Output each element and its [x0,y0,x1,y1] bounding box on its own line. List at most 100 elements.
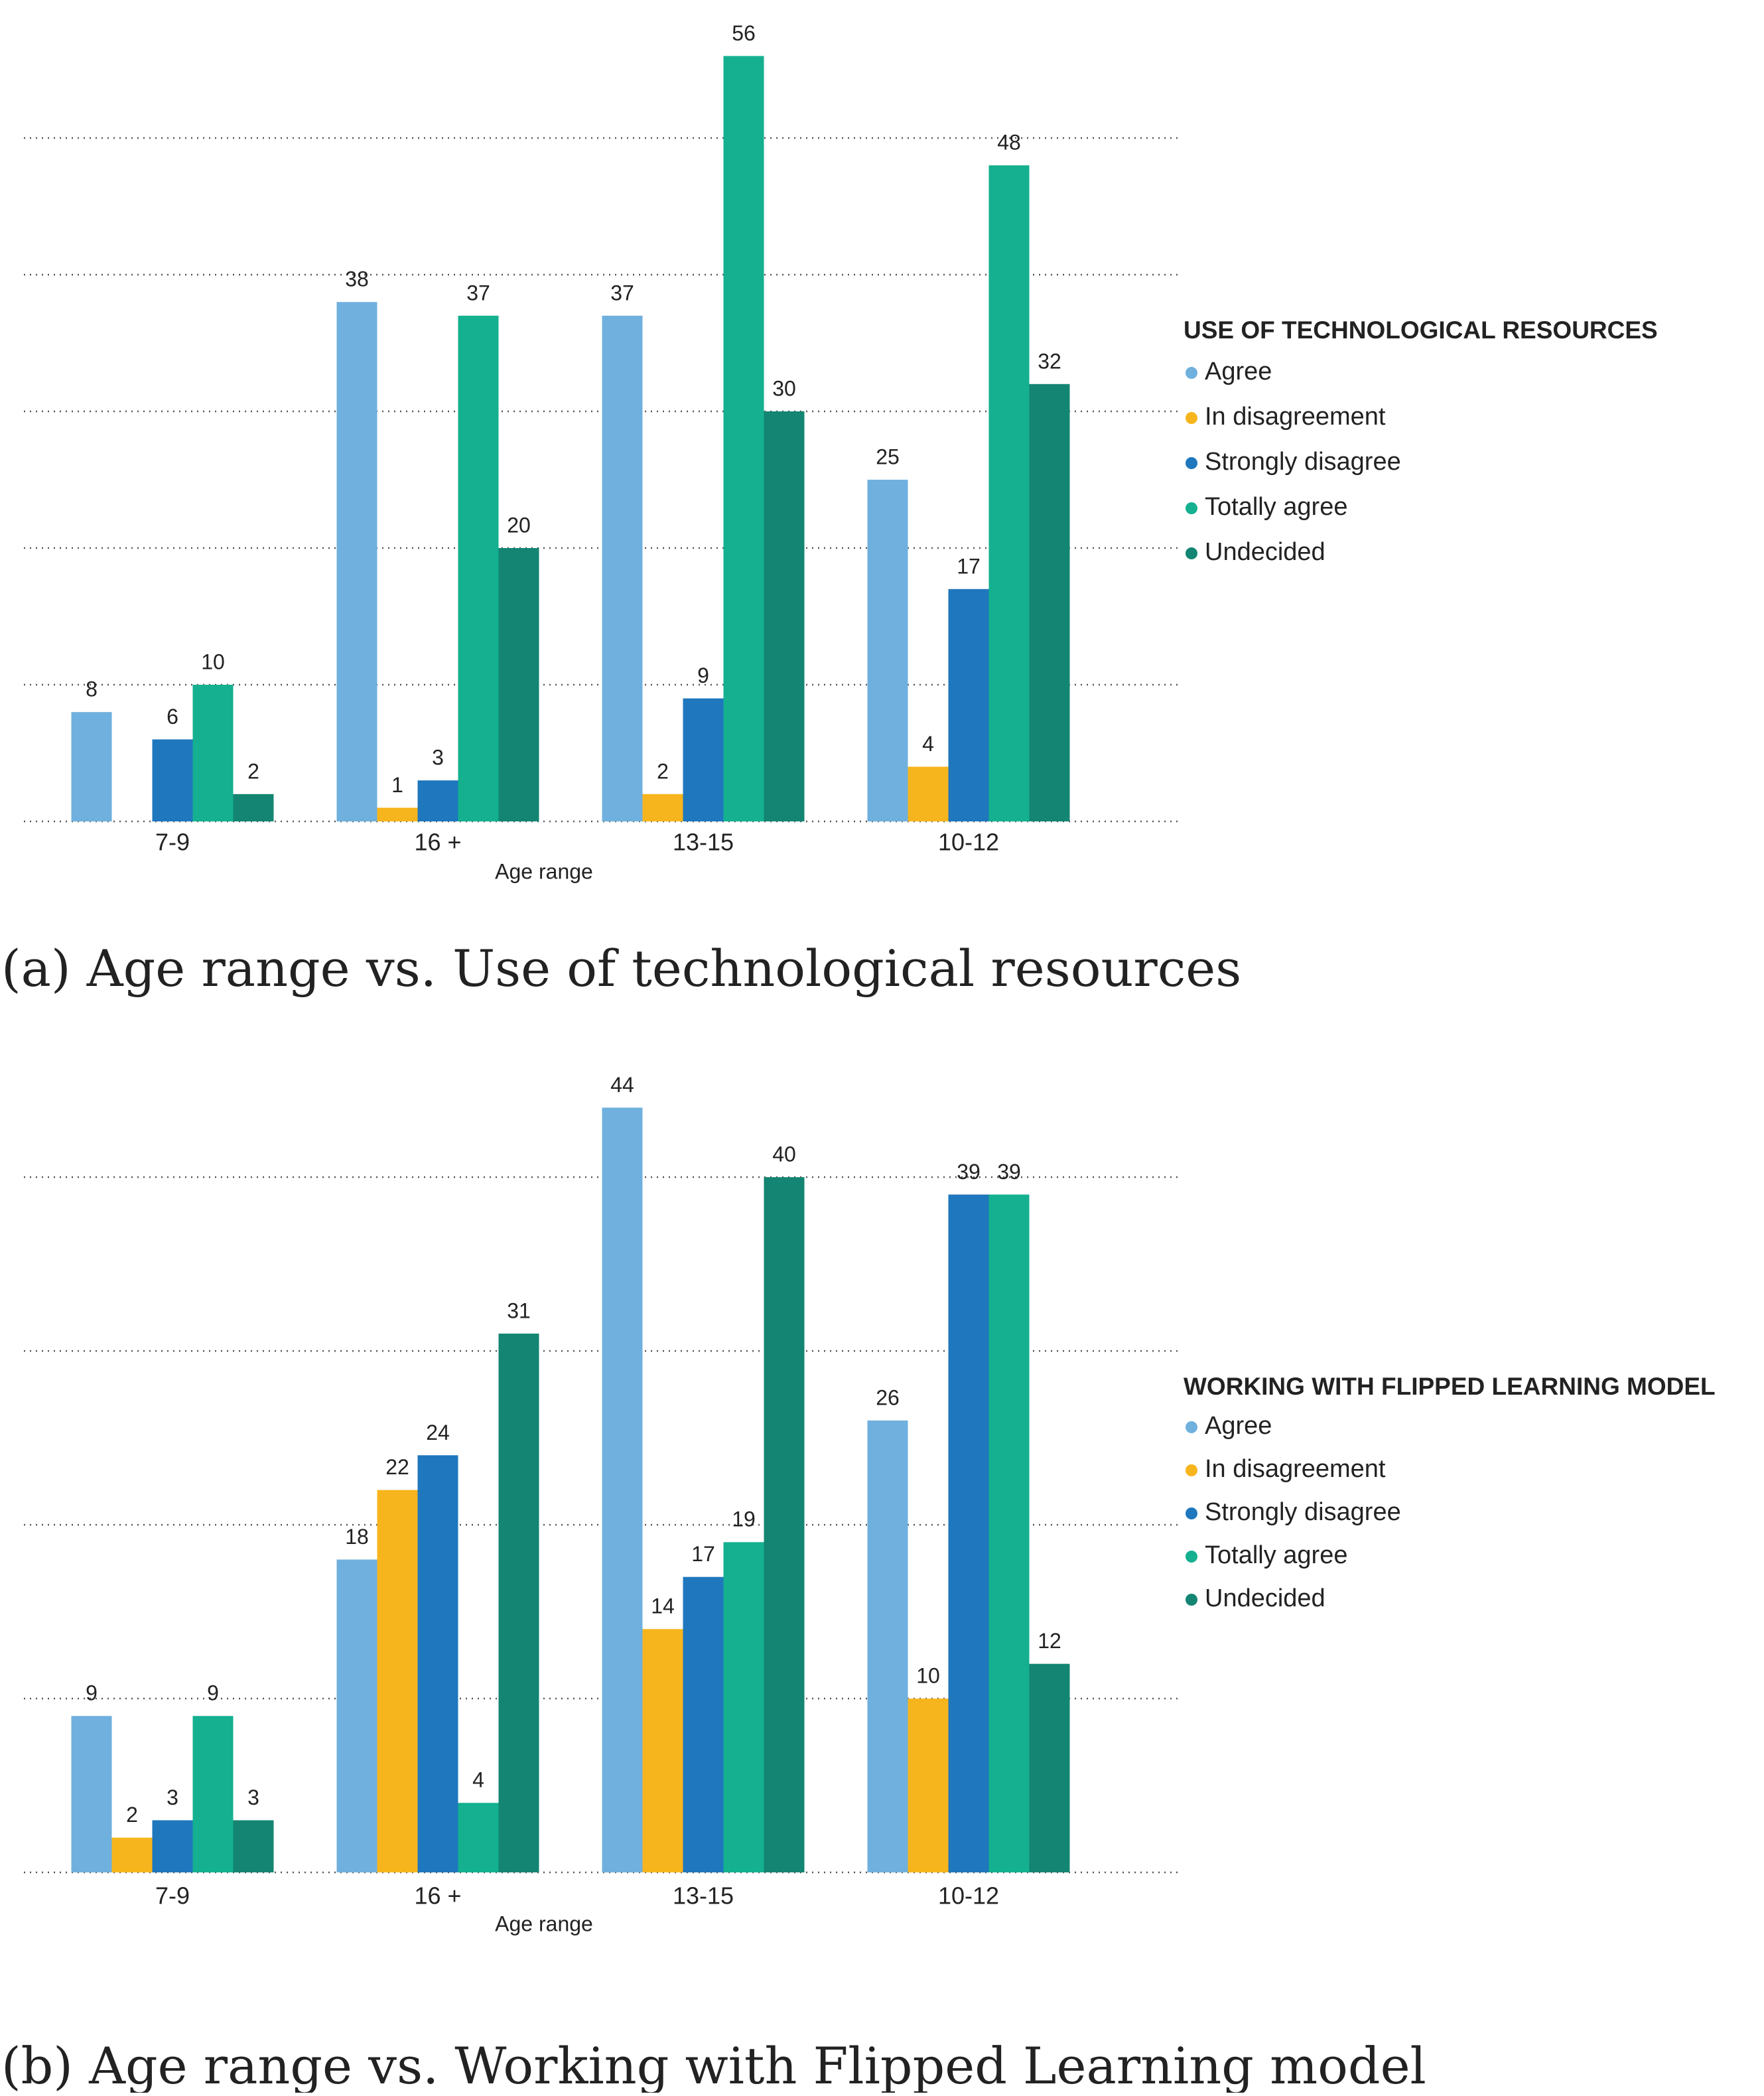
x-tick-label: 10-12 [938,1882,999,1910]
bar [336,1559,377,1872]
legend-label: Undecided [1205,538,1325,566]
legend-marker [1186,412,1197,424]
legend-title: WORKING WITH FLIPPED LEARNING MODEL [1184,1373,1716,1400]
value-label: 20 [507,513,531,537]
legend-marker [1186,502,1197,514]
legend-marker [1186,1594,1197,1606]
value-label: 10 [916,1663,940,1687]
value-label: 22 [385,1455,409,1479]
legend-marker [1186,1551,1197,1563]
value-label: 18 [345,1525,369,1549]
value-label: 2 [126,1803,138,1827]
legend-label: In disagreement [1205,403,1386,431]
value-label: 8 [86,677,98,701]
bar [498,548,539,821]
bar [417,780,458,821]
bar [908,1699,949,1872]
bar [988,1194,1030,1872]
bar [683,1576,724,1872]
bar [233,794,274,821]
bar [336,302,377,821]
legend-marker [1186,1507,1197,1519]
legend-marker [1186,367,1197,379]
bar [988,165,1030,821]
legend-label: Totally agree [1205,1541,1347,1569]
caption: (a) Age range vs. Use of technological r… [1,939,1241,998]
bar [683,698,724,821]
bar [867,480,908,821]
x-tick-label: 13-15 [673,829,734,856]
legend-label: Agree [1205,1412,1272,1440]
bar [948,589,989,821]
value-label: 30 [772,376,796,400]
value-label: 39 [997,1160,1021,1184]
legend-marker [1186,547,1197,559]
bar [71,1716,112,1872]
bar [377,807,418,821]
value-label: 38 [345,267,369,291]
value-label: 2 [657,759,669,783]
legend-label: Strongly disagree [1205,1498,1401,1526]
value-label: 39 [957,1160,981,1184]
bar [642,794,683,821]
value-label: 10 [201,650,225,673]
value-label: 19 [732,1507,756,1531]
bar [498,1333,539,1872]
bar [602,1107,643,1872]
legend-label: Agree [1205,358,1272,385]
value-label: 9 [86,1681,98,1705]
x-tick-label: 13-15 [673,1882,734,1910]
bar [948,1194,989,1872]
bar [602,315,643,821]
value-label: 14 [651,1594,675,1618]
bar [192,685,234,821]
bar [642,1629,683,1872]
value-label: 31 [507,1298,531,1322]
legend-title: USE OF TECHNOLOGICAL RESOURCES [1184,316,1658,344]
x-axis-label: Age range [495,859,593,883]
value-label: 25 [876,445,900,468]
value-label: 40 [772,1143,796,1166]
legend-label: Strongly disagree [1205,448,1401,476]
bar [458,1803,499,1872]
bar [71,712,112,821]
x-axis-label: Age range [495,1912,593,1935]
bar [233,1820,274,1872]
bar [723,56,764,821]
value-label: 3 [432,746,444,770]
value-label: 37 [466,281,490,305]
bar [1029,1663,1070,1872]
legend-label: Totally agree [1205,493,1347,521]
x-tick-label: 7-9 [155,1882,190,1910]
bar [908,766,949,821]
value-label: 26 [876,1385,900,1409]
bar [417,1455,458,1872]
value-label: 12 [1038,1629,1061,1653]
value-label: 4 [472,1768,484,1792]
value-label: 9 [697,664,709,687]
x-tick-label: 10-12 [938,829,999,856]
legend-label: Undecided [1205,1584,1325,1612]
x-tick-label: 16 + [414,1882,461,1910]
legend-marker [1186,457,1197,469]
value-label: 17 [691,1542,715,1566]
x-tick-label: 7-9 [155,829,190,856]
value-label: 24 [426,1421,450,1444]
bar [723,1542,764,1872]
bar [764,1177,805,1872]
bar [192,1716,234,1872]
value-label: 9 [207,1681,219,1705]
legend-label: In disagreement [1205,1455,1386,1483]
legend-marker [1186,1464,1197,1476]
bar [377,1490,418,1872]
bar [1029,384,1070,821]
bar [152,739,193,821]
bar [111,1837,153,1872]
value-label: 3 [167,1785,178,1809]
x-tick-label: 16 + [414,829,461,856]
value-label: 44 [610,1073,634,1097]
bar [458,315,499,821]
value-label: 2 [247,759,259,783]
value-label: 56 [732,21,756,45]
